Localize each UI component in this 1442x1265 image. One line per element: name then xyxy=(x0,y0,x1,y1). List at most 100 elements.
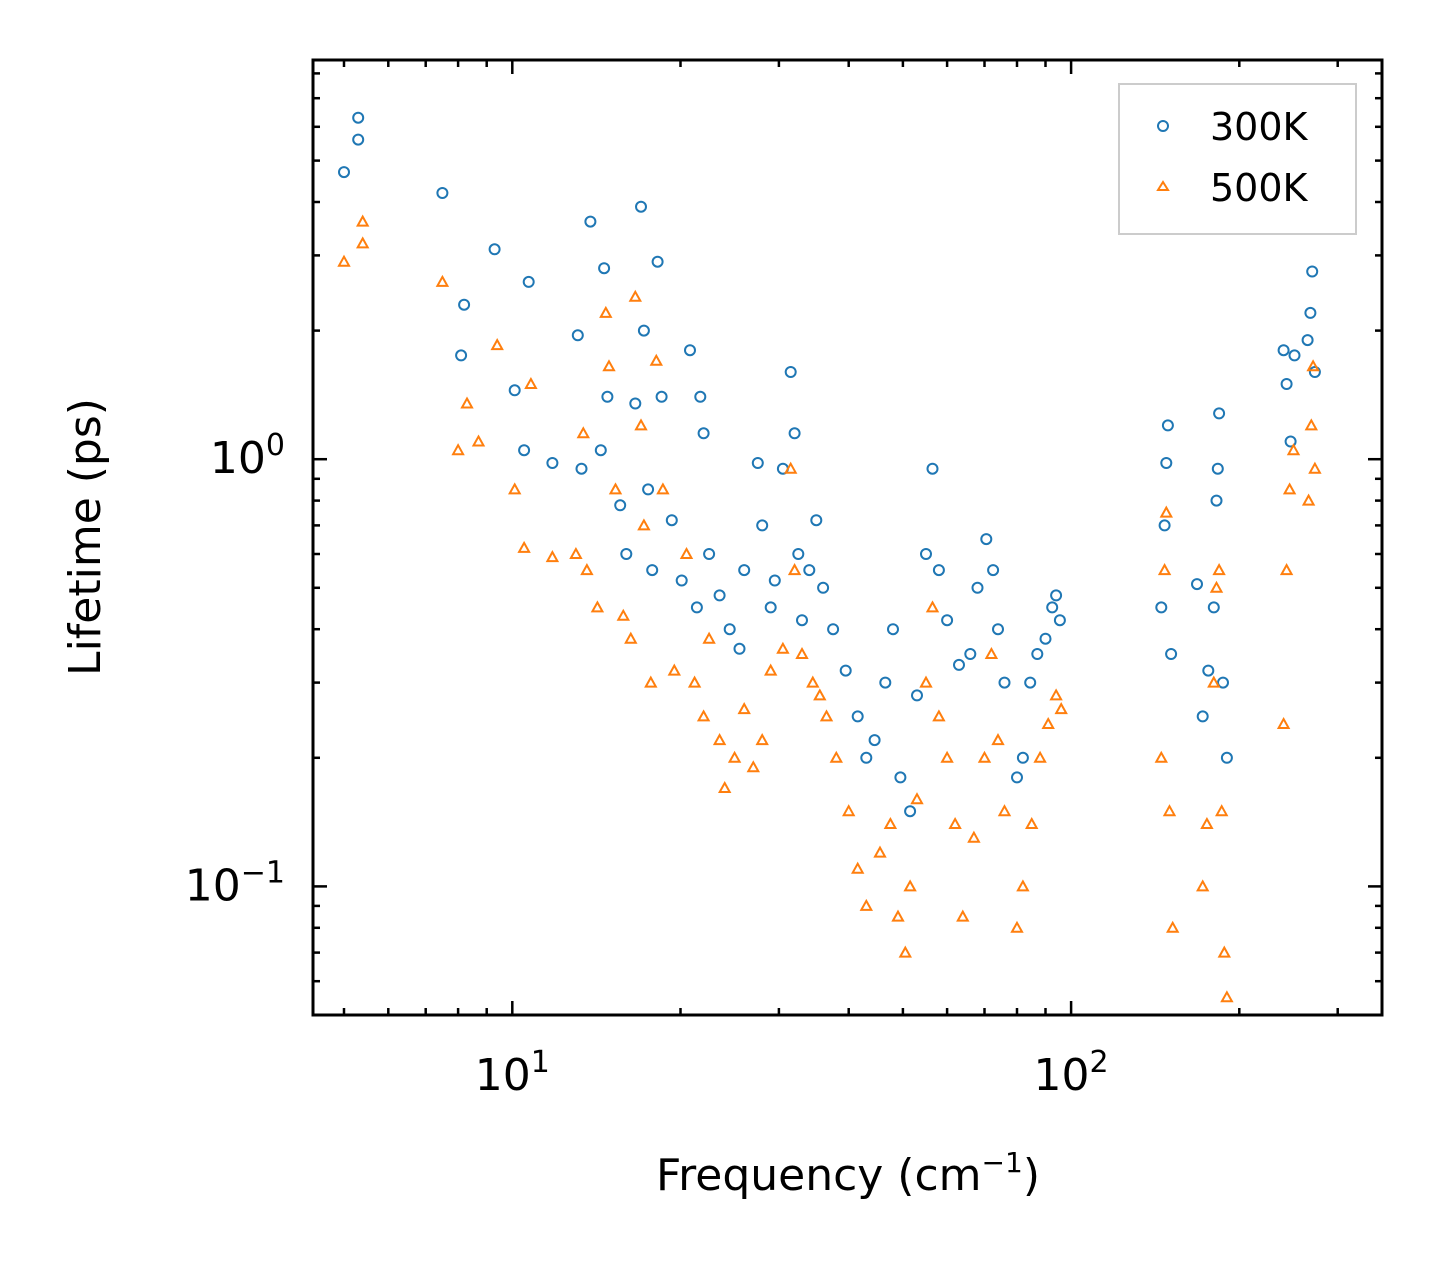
point-300k-67 xyxy=(987,564,1000,577)
point-500k-8 xyxy=(508,482,522,495)
point-500k-74 xyxy=(1154,750,1168,763)
point-300k-30 xyxy=(694,390,707,403)
point-300k-44 xyxy=(792,548,805,560)
point-500k-25 xyxy=(649,353,663,366)
y-tick-label-0.1: 10−1 xyxy=(185,855,285,911)
point-300k-62 xyxy=(941,614,954,627)
point-500k-71 xyxy=(1041,716,1055,729)
point-500k-41 xyxy=(787,563,802,576)
point-500k-90 xyxy=(1286,443,1301,456)
point-300k-50 xyxy=(839,664,852,677)
point-300k-42 xyxy=(784,366,797,378)
plot-frame xyxy=(311,58,1384,1017)
point-300k-17 xyxy=(614,499,627,512)
point-500k-83 xyxy=(1212,563,1226,576)
point-500k-59 xyxy=(940,750,954,763)
point-500k-14 xyxy=(580,563,594,576)
point-300k-0 xyxy=(338,166,350,179)
point-500k-87 xyxy=(1276,716,1291,729)
point-300k-65 xyxy=(971,581,984,594)
point-500k-21 xyxy=(628,289,642,302)
point-300k-76 xyxy=(1050,589,1063,602)
point-500k-79 xyxy=(1196,879,1210,892)
point-500k-62 xyxy=(967,830,981,843)
point-500k-76 xyxy=(1159,505,1173,518)
point-300k-86 xyxy=(1207,601,1220,614)
point-300k-47 xyxy=(810,514,823,527)
tick-layer: 101 102 10−1 100 xyxy=(185,60,1382,1101)
point-500k-80 xyxy=(1200,816,1214,829)
point-500k-22 xyxy=(634,418,648,431)
point-300k-59 xyxy=(920,548,932,560)
point-500k-36 xyxy=(746,760,760,773)
legend-marker-500k xyxy=(1156,180,1170,191)
point-500k-27 xyxy=(667,663,681,676)
point-300k-13 xyxy=(584,215,597,228)
point-500k-47 xyxy=(842,804,856,817)
point-300k-74 xyxy=(1039,632,1052,645)
point-500k-57 xyxy=(925,600,940,613)
point-500k-46 xyxy=(829,750,843,763)
point-500k-0 xyxy=(337,254,351,267)
point-300k-2 xyxy=(352,133,365,146)
point-500k-73 xyxy=(1054,702,1068,715)
point-500k-3 xyxy=(435,274,450,287)
point-300k-84 xyxy=(1196,710,1209,723)
legend: 300K 500K xyxy=(1118,83,1357,235)
point-500k-11 xyxy=(545,550,560,563)
point-500k-26 xyxy=(656,482,670,495)
point-300k-56 xyxy=(894,771,907,784)
y-tick-label-1: 100 xyxy=(210,428,285,484)
point-300k-63 xyxy=(953,658,965,671)
point-500k-6 xyxy=(471,434,486,447)
point-300k-60 xyxy=(926,462,939,475)
point-300k-25 xyxy=(655,390,668,403)
point-500k-17 xyxy=(602,359,616,372)
point-500k-9 xyxy=(517,540,531,553)
point-300k-87 xyxy=(1210,494,1223,507)
point-300k-46 xyxy=(803,564,816,577)
point-500k-32 xyxy=(712,733,727,746)
point-500k-44 xyxy=(813,688,827,701)
point-500k-67 xyxy=(1010,920,1024,933)
point-300k-39 xyxy=(764,601,777,614)
point-500k-29 xyxy=(687,675,702,688)
point-300k-22 xyxy=(642,483,655,496)
point-500k-56 xyxy=(919,675,933,688)
point-300k-73 xyxy=(1031,648,1044,660)
point-300k-80 xyxy=(1160,457,1173,469)
point-500k-91 xyxy=(1301,493,1316,506)
point-300k-36 xyxy=(738,564,751,577)
point-300k-57 xyxy=(904,805,917,818)
point-500k-64 xyxy=(984,646,999,659)
point-300k-14 xyxy=(594,444,607,457)
point-300k-1 xyxy=(352,111,365,124)
point-500k-81 xyxy=(1207,675,1221,688)
point-500k-69 xyxy=(1025,816,1039,829)
point-500k-35 xyxy=(737,702,751,715)
point-500k-43 xyxy=(806,675,820,688)
point-300k-91 xyxy=(1220,751,1233,764)
point-300k-66 xyxy=(980,533,993,546)
point-300k-98 xyxy=(1306,265,1319,278)
point-500k-78 xyxy=(1166,920,1180,933)
point-300k-78 xyxy=(1155,601,1168,614)
legend-label-300k: 300K xyxy=(1210,105,1309,149)
point-300k-82 xyxy=(1165,648,1178,660)
point-500k-84 xyxy=(1215,804,1229,817)
point-300k-28 xyxy=(684,344,696,357)
point-500k-68 xyxy=(1016,879,1030,892)
point-500k-60 xyxy=(948,816,962,829)
point-500k-65 xyxy=(991,733,1005,746)
point-300k-71 xyxy=(1016,751,1029,764)
point-500k-24 xyxy=(644,675,658,688)
legend-label-500k: 500K xyxy=(1210,166,1309,210)
point-300k-99 xyxy=(1308,366,1321,378)
point-500k-70 xyxy=(1033,750,1047,763)
point-300k-93 xyxy=(1280,378,1293,390)
point-500k-13 xyxy=(576,426,590,439)
point-300k-6 xyxy=(488,243,501,256)
point-300k-16 xyxy=(601,390,614,403)
point-300k-43 xyxy=(788,427,801,440)
point-500k-82 xyxy=(1209,580,1224,593)
